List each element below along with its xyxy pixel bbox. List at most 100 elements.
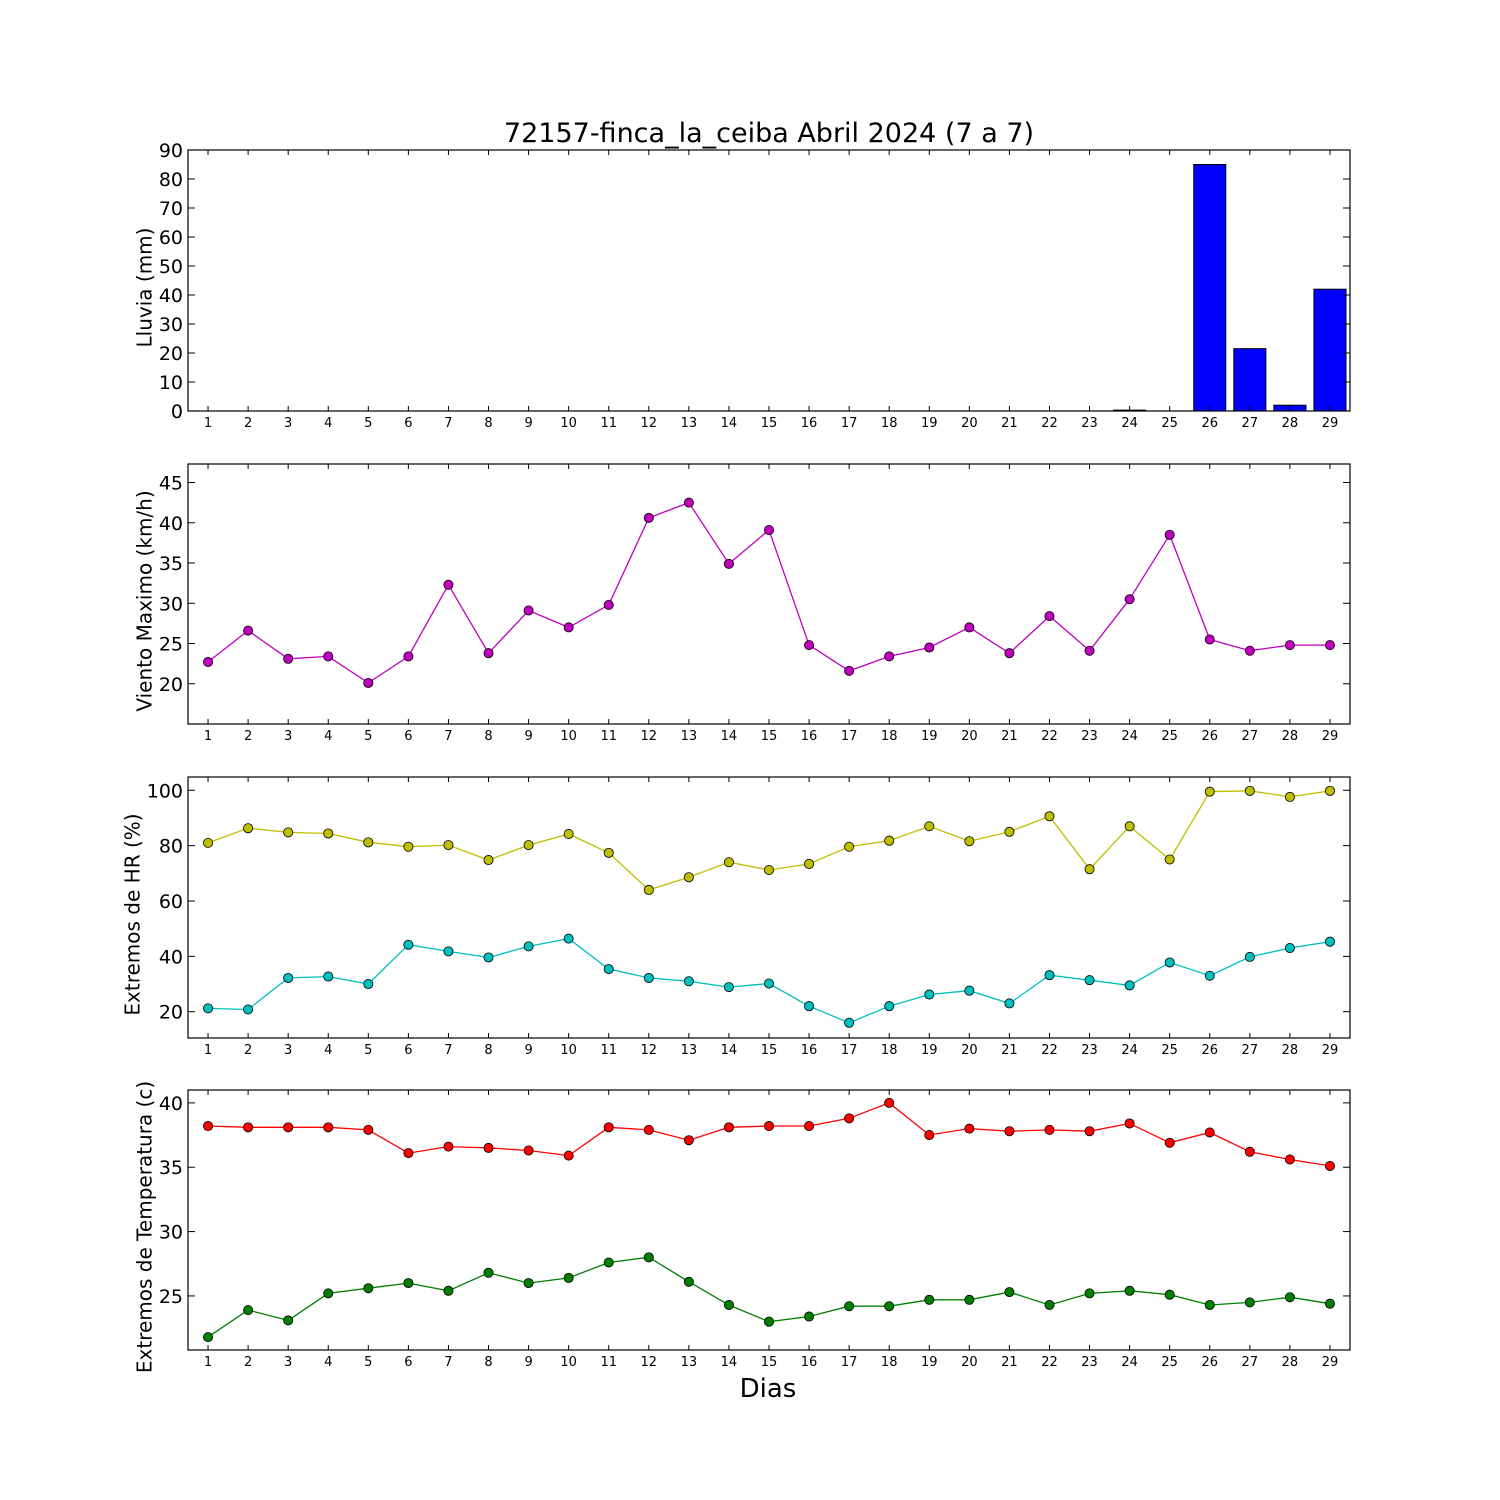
data-point (1124, 1285, 1135, 1296)
x-tick-label: 5 (364, 1043, 372, 1058)
data-point (483, 952, 494, 963)
data-point (1324, 640, 1335, 651)
y-tick-label: 100 (147, 780, 183, 802)
x-tick-label: 23 (1081, 1355, 1098, 1370)
data-point (603, 964, 614, 975)
x-tick-label: 5 (364, 729, 372, 744)
data-point (643, 1124, 654, 1135)
x-tick-label: 4 (324, 729, 332, 744)
y-tick-label: 20 (159, 343, 183, 365)
data-point (483, 1142, 494, 1153)
x-tick-label: 9 (524, 729, 532, 744)
x-tick-label: 3 (284, 416, 292, 431)
y-tick-label: 80 (159, 169, 183, 191)
y-tick-label: 70 (159, 198, 183, 220)
data-point (643, 972, 654, 983)
data-point (1244, 785, 1255, 796)
x-tick-label: 6 (404, 1043, 412, 1058)
x-tick-label: 26 (1201, 1355, 1218, 1370)
x-tick-label: 15 (761, 1043, 778, 1058)
x-tick-label: 18 (881, 1043, 898, 1058)
data-point (924, 821, 935, 832)
y-tick-label: 40 (159, 1093, 183, 1115)
data-point (1164, 957, 1175, 968)
x-tick-label: 15 (761, 1355, 778, 1370)
x-tick-label: 20 (961, 1355, 978, 1370)
x-tick-label: 17 (841, 1355, 858, 1370)
data-point (243, 823, 254, 834)
data-point (283, 827, 294, 838)
data-point (1164, 1289, 1175, 1300)
x-tick-label: 1 (204, 1355, 212, 1370)
data-point (203, 1121, 214, 1132)
x-tick-label: 13 (681, 1355, 698, 1370)
data-point (323, 651, 334, 662)
x-tick-label: 9 (524, 416, 532, 431)
x-tick-label: 14 (721, 1355, 738, 1370)
x-tick-label: 5 (364, 416, 372, 431)
x-tick-label: 25 (1161, 416, 1178, 431)
data-point (1004, 826, 1015, 837)
data-point (403, 1148, 414, 1159)
data-point (1204, 1299, 1215, 1310)
data-point (443, 1141, 454, 1152)
x-tick-label: 23 (1081, 1043, 1098, 1058)
data-point (523, 1145, 534, 1156)
x-tick-label: 17 (841, 729, 858, 744)
x-tick-label: 22 (1041, 729, 1058, 744)
data-point (363, 1124, 374, 1135)
y-tick-label: 45 (159, 473, 183, 495)
data-point (363, 979, 374, 990)
bar (1193, 164, 1227, 412)
data-point (1244, 951, 1255, 962)
x-tick-label: 2 (244, 1355, 252, 1370)
x-tick-label: 12 (641, 1043, 658, 1058)
data-point (1324, 1298, 1335, 1309)
data-point (723, 558, 734, 569)
data-point (1204, 634, 1215, 645)
data-point (764, 1121, 775, 1132)
data-point (844, 1113, 855, 1124)
data-point (203, 657, 214, 668)
data-point (1244, 1297, 1255, 1308)
x-tick-label: 16 (801, 416, 818, 431)
x-tick-label: 19 (921, 1043, 938, 1058)
y-tick-label: 35 (159, 553, 183, 575)
data-point (1324, 785, 1335, 796)
x-tick-label: 21 (1001, 416, 1018, 431)
x-tick-label: 16 (801, 1355, 818, 1370)
x-tick-label: 27 (1242, 1043, 1259, 1058)
x-tick-label: 12 (641, 1355, 658, 1370)
y-tick-label: 60 (159, 891, 183, 913)
x-tick-label: 13 (681, 1043, 698, 1058)
data-point (563, 829, 574, 840)
y-tick-label: 25 (159, 634, 183, 656)
data-point (1084, 864, 1095, 875)
x-tick-label: 20 (961, 729, 978, 744)
data-point (723, 982, 734, 993)
x-axis-label: Dias (740, 1374, 797, 1404)
data-point (1004, 648, 1015, 659)
data-point (964, 1294, 975, 1305)
data-point (804, 1311, 815, 1322)
data-point (243, 625, 254, 636)
x-tick-label: 7 (444, 1355, 452, 1370)
x-tick-label: 8 (484, 1355, 492, 1370)
data-point (1004, 1126, 1015, 1137)
x-tick-label: 22 (1041, 1355, 1058, 1370)
data-point (243, 1122, 254, 1133)
x-tick-label: 25 (1161, 1355, 1178, 1370)
data-point (203, 1332, 214, 1343)
data-point (363, 1283, 374, 1294)
data-point (603, 1257, 614, 1268)
x-tick-label: 20 (961, 416, 978, 431)
x-tick-label: 7 (444, 729, 452, 744)
data-point (683, 497, 694, 508)
x-tick-label: 17 (841, 1043, 858, 1058)
x-tick-label: 4 (324, 1355, 332, 1370)
y-tick-label: 40 (159, 285, 183, 307)
data-point (1044, 811, 1055, 822)
data-point (483, 1267, 494, 1278)
data-point (643, 512, 654, 523)
x-tick-label: 18 (881, 416, 898, 431)
